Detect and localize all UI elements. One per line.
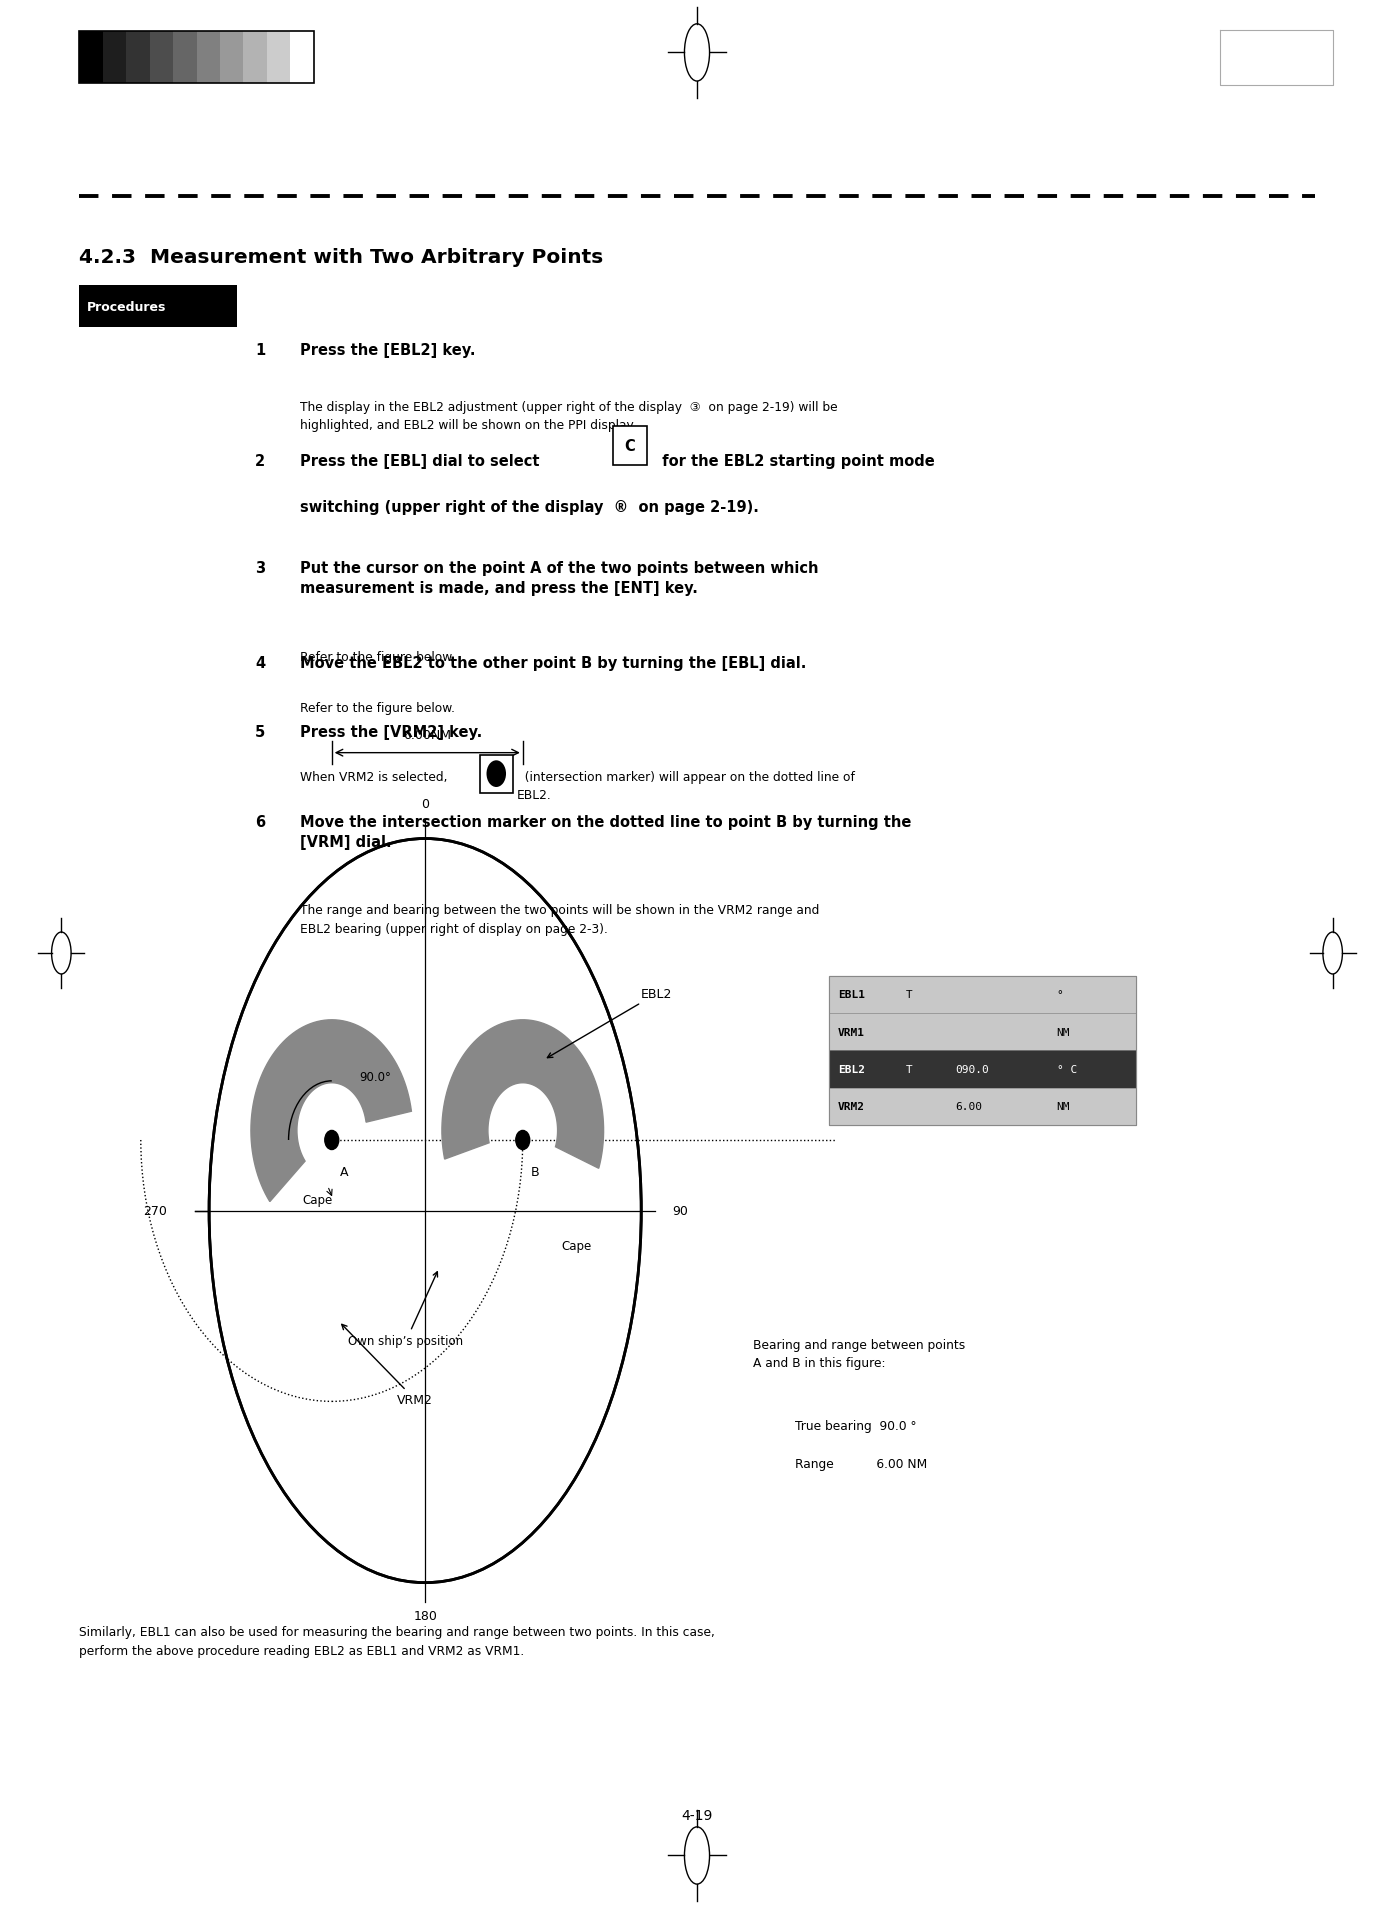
Text: Press the [VRM2] key.: Press the [VRM2] key. xyxy=(300,725,482,740)
Text: EBL2: EBL2 xyxy=(548,988,673,1058)
Text: EBL1: EBL1 xyxy=(838,990,864,999)
Bar xyxy=(173,32,197,84)
Text: T: T xyxy=(906,990,913,999)
Text: 5: 5 xyxy=(255,725,265,740)
Text: 4-19: 4-19 xyxy=(682,1808,712,1821)
Text: VRM2: VRM2 xyxy=(838,1102,864,1112)
Text: 1: 1 xyxy=(255,343,265,359)
Text: B: B xyxy=(531,1165,539,1179)
FancyBboxPatch shape xyxy=(613,427,647,465)
Text: T: T xyxy=(906,1064,913,1074)
Text: The display in the EBL2 adjustment (upper right of the display  ③  on page 2-19): The display in the EBL2 adjustment (uppe… xyxy=(300,400,838,433)
Text: 4.2.3  Measurement with Two Arbitrary Points: 4.2.3 Measurement with Two Arbitrary Poi… xyxy=(79,248,604,267)
Text: 90: 90 xyxy=(672,1205,687,1217)
Text: VRM2: VRM2 xyxy=(342,1325,434,1407)
Text: Similarly, EBL1 can also be used for measuring the bearing and range between two: Similarly, EBL1 can also be used for mea… xyxy=(79,1625,715,1657)
Text: NM: NM xyxy=(1057,1102,1071,1112)
Text: 3: 3 xyxy=(255,561,265,576)
Text: Range           6.00 NM: Range 6.00 NM xyxy=(795,1457,927,1470)
Text: A: A xyxy=(340,1165,348,1179)
FancyBboxPatch shape xyxy=(480,755,513,793)
Text: Own shipʼs position: Own shipʼs position xyxy=(348,1272,464,1348)
Circle shape xyxy=(487,761,506,788)
Text: EBL2: EBL2 xyxy=(838,1064,864,1074)
Text: Procedures: Procedures xyxy=(86,301,166,313)
Text: Move the EBL2 to the other point B by turning the [EBL] dial.: Move the EBL2 to the other point B by tu… xyxy=(300,656,806,671)
Text: 2: 2 xyxy=(255,454,265,469)
Text: When VRM2 is selected,: When VRM2 is selected, xyxy=(300,770,454,784)
Bar xyxy=(829,1015,1136,1051)
Text: 0: 0 xyxy=(421,797,429,810)
Text: Press the [EBL2] key.: Press the [EBL2] key. xyxy=(300,343,475,359)
Text: 270: 270 xyxy=(144,1205,167,1217)
Polygon shape xyxy=(442,1020,604,1169)
Text: 090.0: 090.0 xyxy=(955,1064,988,1074)
Text: Cape: Cape xyxy=(562,1240,592,1253)
Text: °: ° xyxy=(1057,990,1064,999)
Text: Move the intersection marker on the dotted line to point B by turning the
[VRM] : Move the intersection marker on the dott… xyxy=(300,814,912,849)
Text: ° C: ° C xyxy=(1057,1064,1078,1074)
Bar xyxy=(829,976,1136,1125)
Text: 180: 180 xyxy=(413,1610,438,1623)
Text: 4: 4 xyxy=(255,656,265,671)
Circle shape xyxy=(516,1131,530,1150)
Text: True bearing  90.0 °: True bearing 90.0 ° xyxy=(795,1419,916,1432)
Text: Cape: Cape xyxy=(302,1194,333,1207)
Bar xyxy=(79,32,314,84)
Circle shape xyxy=(325,1131,339,1150)
Text: Put the cursor on the point A of the two points between which
measurement is mad: Put the cursor on the point A of the two… xyxy=(300,561,818,595)
Bar xyxy=(266,32,290,84)
Bar xyxy=(197,32,220,84)
Bar xyxy=(829,1051,1136,1087)
Text: 90.0°: 90.0° xyxy=(360,1070,392,1083)
Text: Bearing and range between points
A and B in this figure:: Bearing and range between points A and B… xyxy=(753,1339,965,1369)
Text: (intersection marker) will appear on the dotted line of
EBL2.: (intersection marker) will appear on the… xyxy=(517,770,855,803)
Bar xyxy=(103,32,127,84)
Text: Press the [EBL] dial to select: Press the [EBL] dial to select xyxy=(300,454,549,469)
Text: VRM1: VRM1 xyxy=(838,1028,864,1037)
Bar xyxy=(244,32,266,84)
Bar xyxy=(149,32,173,84)
Bar xyxy=(829,976,1136,1015)
Polygon shape xyxy=(251,1020,411,1201)
Text: Refer to the figure below.: Refer to the figure below. xyxy=(300,702,454,715)
Text: 6: 6 xyxy=(255,814,265,830)
Text: 6.00: 6.00 xyxy=(955,1102,981,1112)
Text: 6.00NM: 6.00NM xyxy=(403,728,452,742)
Text: The range and bearing between the two points will be shown in the VRM2 range and: The range and bearing between the two po… xyxy=(300,904,820,936)
Text: Refer to the figure below.: Refer to the figure below. xyxy=(300,650,454,664)
Text: NM: NM xyxy=(1057,1028,1071,1037)
Bar xyxy=(79,32,103,84)
Text: for the EBL2 starting point mode: for the EBL2 starting point mode xyxy=(652,454,935,469)
Text: C: C xyxy=(625,439,636,454)
Bar xyxy=(829,976,1136,1125)
Bar xyxy=(220,32,244,84)
Bar xyxy=(127,32,149,84)
FancyBboxPatch shape xyxy=(79,286,237,328)
Bar xyxy=(829,1087,1136,1125)
Text: switching (upper right of the display  ®  on page 2-19).: switching (upper right of the display ® … xyxy=(300,500,758,515)
Bar xyxy=(290,32,314,84)
Ellipse shape xyxy=(209,839,641,1583)
